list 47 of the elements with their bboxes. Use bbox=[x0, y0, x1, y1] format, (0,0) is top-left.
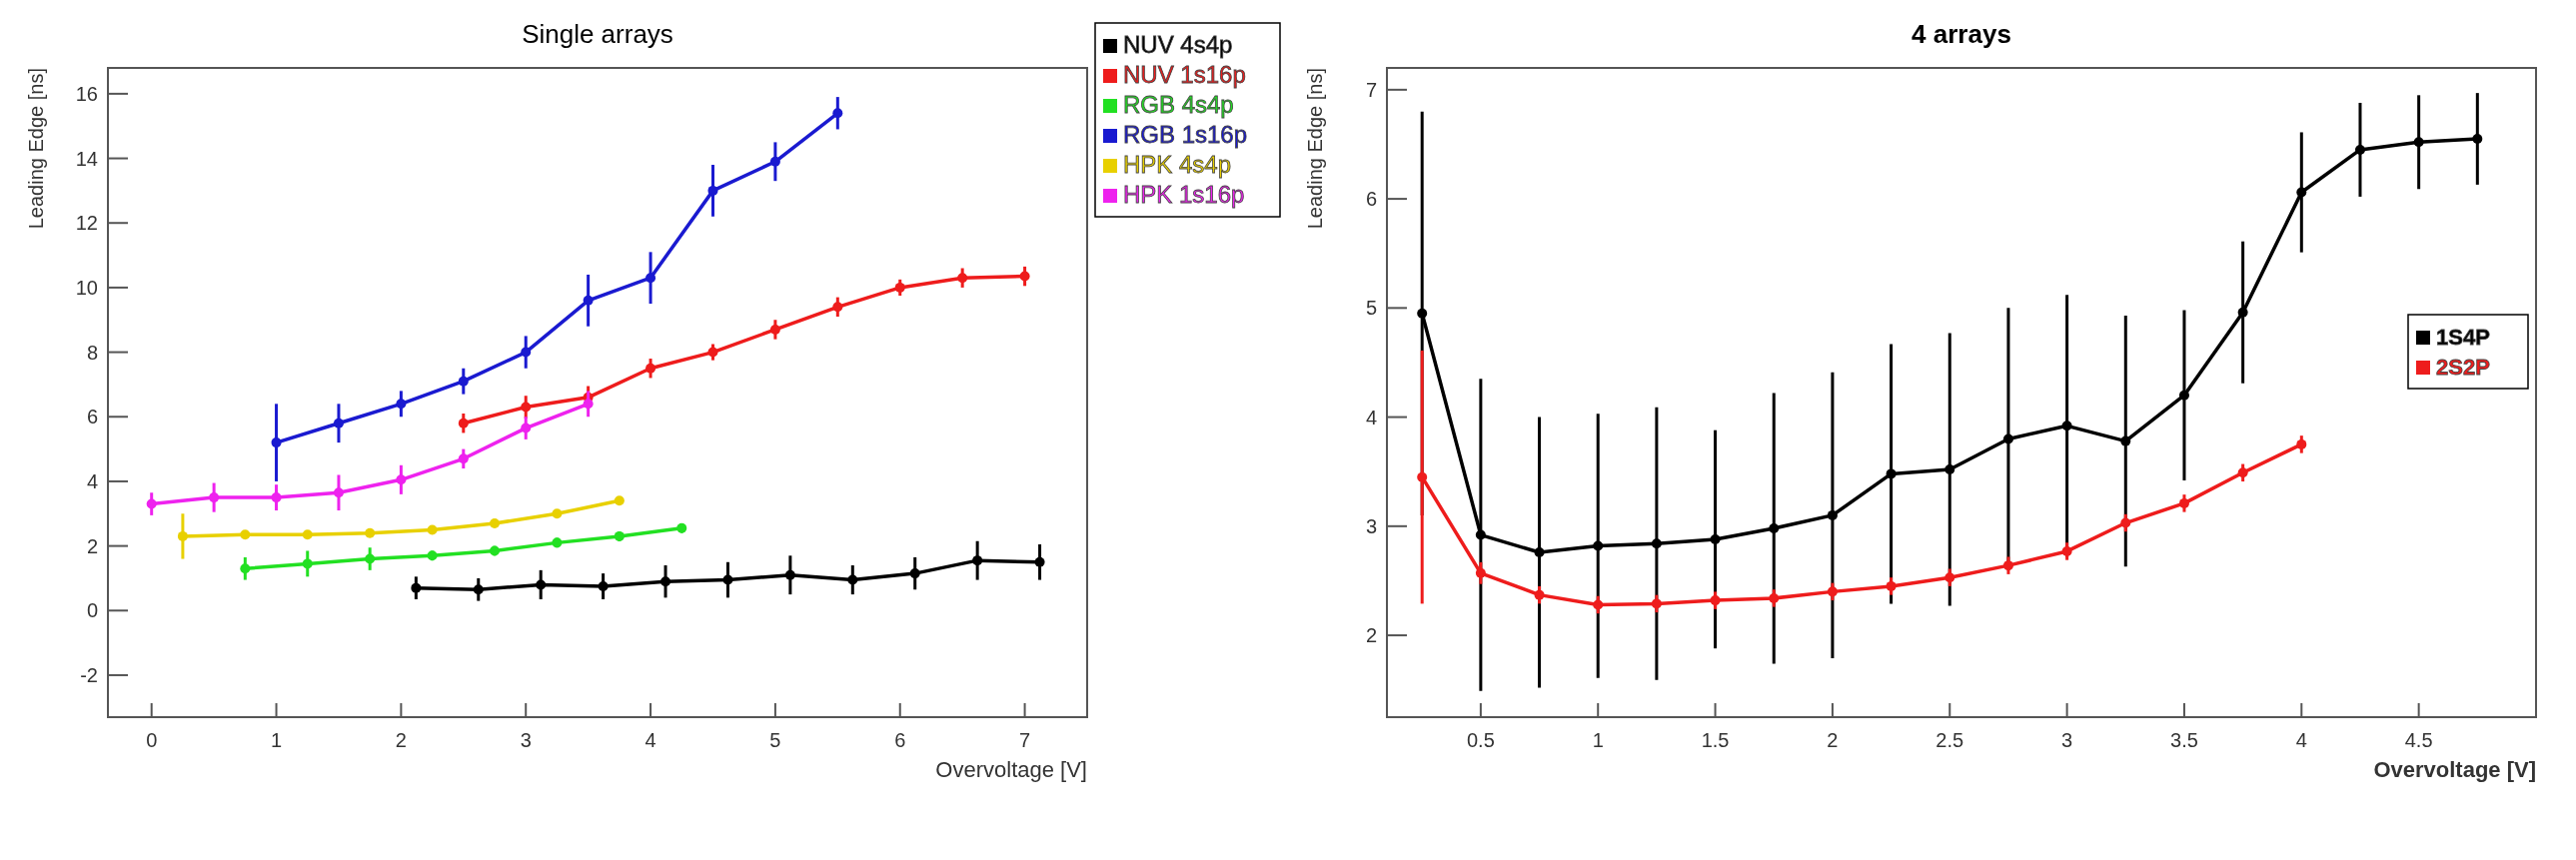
x-tick-label: 4.5 bbox=[2404, 729, 2433, 751]
y-tick-label: 6 bbox=[1365, 188, 1377, 211]
y-tick-label: 10 bbox=[75, 276, 98, 299]
legend-label: NUV 4s4p bbox=[1123, 31, 1233, 58]
y-tick-label: 4 bbox=[86, 469, 98, 492]
legend-label: NUV 1s16p bbox=[1123, 61, 1246, 88]
y-tick-label: 14 bbox=[75, 147, 98, 170]
x-tick-label: 3 bbox=[2061, 729, 2073, 751]
x-tick-label: 5 bbox=[769, 729, 781, 751]
x-tick-label: 6 bbox=[894, 729, 906, 751]
y-tick-label: 3 bbox=[1365, 514, 1377, 537]
y-tick-label: 7 bbox=[1365, 78, 1377, 101]
y-tick-label: 2 bbox=[86, 534, 98, 557]
x-tick-label: 4 bbox=[2295, 729, 2307, 751]
y-tick-label: 5 bbox=[1365, 297, 1377, 320]
legend-label: HPK 4s4p bbox=[1123, 151, 1232, 178]
x-tick-label: 4 bbox=[644, 729, 656, 751]
legend-label: HPK 1s16p bbox=[1123, 181, 1245, 208]
x-tick-label: 0.5 bbox=[1466, 729, 1495, 751]
y-tick-label: 0 bbox=[86, 599, 98, 622]
chart-title: 4 arrays bbox=[1912, 19, 2011, 49]
y-tick-label: 6 bbox=[86, 406, 98, 429]
legend-label: RGB 1s16p bbox=[1123, 121, 1248, 148]
y-tick-label: 12 bbox=[75, 212, 98, 235]
x-tick-label: 1 bbox=[1592, 729, 1604, 751]
y-tick-label: 16 bbox=[75, 82, 98, 105]
y-tick-label: 4 bbox=[1365, 406, 1377, 429]
legend-label: 1S4P bbox=[2436, 325, 2490, 350]
x-axis-title: Overvoltage [V] bbox=[935, 757, 1087, 782]
legend-label: RGB 4s4p bbox=[1123, 91, 1234, 118]
chart-title: Single arrays bbox=[522, 19, 673, 49]
x-tick-label: 2.5 bbox=[1935, 729, 1964, 751]
x-tick-label: 7 bbox=[1019, 729, 1031, 751]
x-tick-label: 3 bbox=[520, 729, 532, 751]
legend-label: 2S2P bbox=[2436, 355, 2490, 380]
y-tick-label: -2 bbox=[80, 663, 98, 686]
x-tick-label: 3.5 bbox=[2170, 729, 2198, 751]
x-tick-label: 1.5 bbox=[1701, 729, 1730, 751]
x-tick-label: 2 bbox=[1827, 729, 1839, 751]
y-axis-title: Leading Edge [ns] bbox=[25, 68, 47, 230]
x-tick-label: 2 bbox=[395, 729, 407, 751]
y-tick-label: 8 bbox=[86, 341, 98, 364]
y-tick-label: 2 bbox=[1365, 624, 1377, 647]
x-tick-label: 1 bbox=[270, 729, 283, 751]
y-axis-title: Leading Edge [ns] bbox=[1304, 68, 1326, 230]
x-axis-title: Overvoltage [V] bbox=[2373, 757, 2536, 782]
x-tick-label: 0 bbox=[146, 729, 158, 751]
